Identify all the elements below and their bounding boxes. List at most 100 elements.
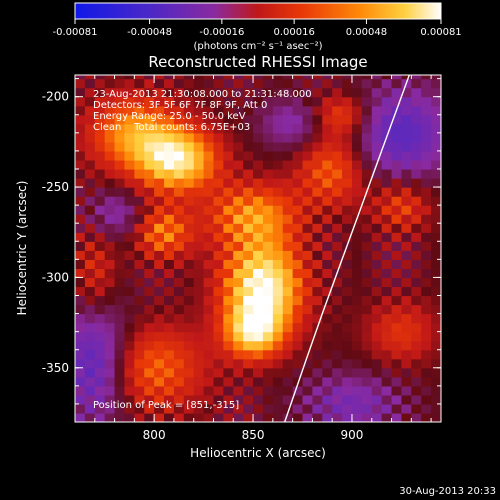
- heatmap-cell: [431, 358, 441, 369]
- heatmap-cell: [361, 96, 373, 107]
- heatmap-cell: [124, 141, 135, 152]
- heatmap-cell: [104, 349, 116, 360]
- heatmap-cell: [213, 385, 224, 396]
- heatmap-cell: [144, 168, 155, 179]
- heatmap-cell: [421, 376, 432, 387]
- heatmap-cell: [173, 87, 185, 98]
- heatmap-cell: [134, 105, 145, 116]
- heatmap-cell: [84, 123, 96, 134]
- heatmap-cell: [421, 241, 432, 251]
- heatmap-cell: [104, 277, 116, 288]
- heatmap-cell: [332, 196, 343, 206]
- heatmap-cell: [371, 132, 383, 143]
- heatmap-cell: [164, 178, 175, 188]
- heatmap-cell: [124, 322, 135, 333]
- heatmap-cell: [94, 132, 106, 143]
- heatmap-cell: [322, 141, 333, 152]
- heatmap-cell: [272, 304, 284, 315]
- heatmap-cell: [272, 250, 284, 260]
- heatmap-cell: [411, 394, 422, 405]
- heatmap-cell: [272, 385, 284, 396]
- heatmap-cell: [431, 150, 441, 161]
- heatmap-cell: [292, 367, 304, 378]
- heatmap-cell: [183, 367, 195, 378]
- heatmap-cell: [233, 277, 244, 288]
- heatmap-cell: [401, 322, 412, 333]
- heatmap-cell: [233, 223, 244, 233]
- heatmap-cell: [391, 340, 403, 351]
- heatmap-cell: [223, 75, 234, 80]
- heatmap-cell: [114, 178, 126, 188]
- heatmap-cell: [183, 75, 195, 80]
- heatmap-cell: [332, 223, 343, 233]
- heatmap-cell: [223, 322, 234, 333]
- heatmap-cell: [164, 105, 175, 116]
- heatmap-cell: [322, 105, 333, 116]
- heatmap-cell: [431, 187, 441, 197]
- heatmap-cell: [361, 403, 373, 414]
- heatmap-cell: [154, 150, 165, 161]
- heatmap-cell: [203, 214, 215, 224]
- heatmap-cell: [213, 277, 224, 288]
- heatmap-cell: [213, 268, 224, 279]
- heatmap-cell: [154, 168, 165, 179]
- heatmap-cell: [75, 394, 86, 405]
- heatmap-cell: [223, 358, 234, 369]
- heatmap-cell: [371, 150, 383, 161]
- heatmap-cell: [233, 123, 244, 134]
- heatmap-cell: [421, 78, 432, 89]
- heatmap-cell: [322, 168, 333, 179]
- heatmap-cell: [401, 178, 412, 188]
- heatmap-cell: [154, 75, 165, 80]
- heatmap-cell: [134, 205, 145, 215]
- heatmap-cell: [223, 96, 234, 107]
- heatmap-cell: [292, 75, 304, 80]
- heatmap-cell: [431, 75, 441, 80]
- heatmap-cell: [124, 205, 135, 215]
- heatmap-cell: [154, 205, 165, 215]
- heatmap-cell: [312, 331, 323, 342]
- heatmap-cell: [203, 403, 215, 414]
- heatmap-cell: [342, 178, 353, 188]
- x-tick-label: 800: [143, 428, 166, 442]
- heatmap-cell: [381, 241, 393, 251]
- heatmap-cell: [223, 376, 234, 387]
- heatmap-cell: [154, 340, 165, 351]
- heatmap-cell: [94, 268, 106, 279]
- heatmap-cell: [183, 123, 195, 134]
- heatmap-cell: [371, 259, 383, 269]
- heatmap-cell: [243, 168, 254, 179]
- heatmap-cell: [154, 412, 165, 422]
- heatmap-cell: [401, 358, 412, 369]
- heatmap-cell: [253, 331, 264, 342]
- heatmap-cell: [312, 313, 323, 324]
- heatmap-cell: [262, 295, 274, 306]
- heatmap-cell: [173, 75, 185, 80]
- heatmap-cell: [361, 123, 373, 134]
- heatmap-cell: [351, 331, 363, 342]
- heatmap-cell: [114, 295, 126, 306]
- heatmap-cell: [401, 403, 412, 414]
- heatmap-cell: [193, 250, 205, 260]
- heatmap-cell: [243, 159, 254, 170]
- x-tick-label: 850: [242, 428, 265, 442]
- heatmap-cell: [302, 123, 313, 134]
- heatmap-cell: [114, 205, 126, 215]
- annotation-block: 23-Aug-2013 21:30:08.000 to 21:31:48.000…: [93, 89, 312, 133]
- heatmap-cell: [243, 367, 254, 378]
- heatmap-cell: [144, 241, 155, 251]
- heatmap-cell: [332, 358, 343, 369]
- heatmap: [75, 75, 441, 422]
- heatmap-cell: [272, 358, 284, 369]
- heatmap-cell: [243, 114, 254, 125]
- heatmap-cell: [421, 96, 432, 107]
- heatmap-cell: [381, 96, 393, 107]
- heatmap-cell: [193, 277, 205, 288]
- heatmap-cell: [302, 196, 313, 206]
- heatmap-cell: [203, 159, 215, 170]
- heatmap-cell: [104, 286, 116, 297]
- heatmap-cell: [193, 178, 205, 188]
- heatmap-cell: [371, 87, 383, 98]
- heatmap-cell: [272, 313, 284, 324]
- heatmap-cell: [332, 394, 343, 405]
